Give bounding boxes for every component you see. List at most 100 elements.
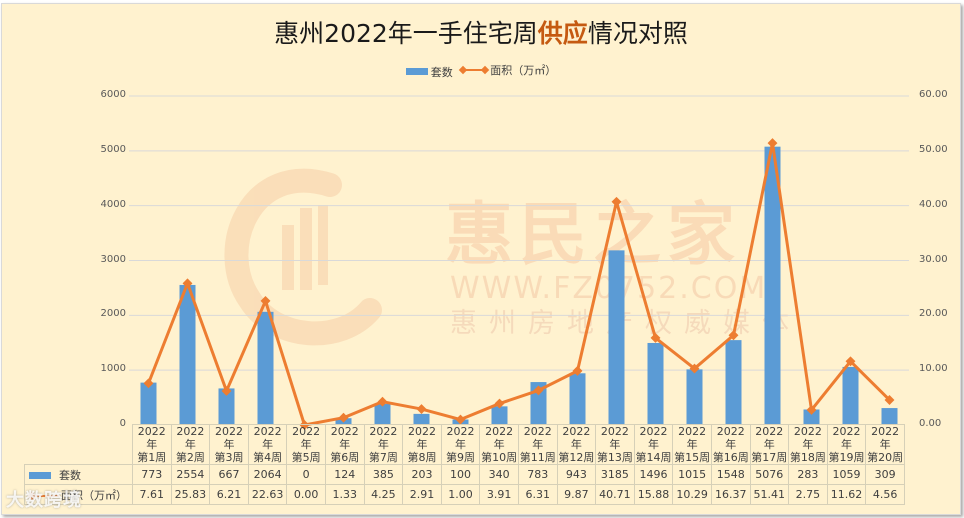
y-right-tick: 60.00: [919, 89, 948, 100]
cell-area: 11.62: [826, 484, 867, 505]
cell-units: 0: [286, 464, 326, 485]
bar-units: [218, 388, 235, 425]
cell-units: 783: [517, 464, 558, 485]
diamond-marker-icon: [533, 385, 544, 396]
bar-units: [803, 409, 820, 425]
cell-units: 309: [865, 464, 905, 485]
y-right-tick: 40.00: [919, 198, 948, 210]
y-right-tick: 20.00: [919, 308, 948, 320]
y-left-tick: 3000: [100, 253, 126, 265]
bar-units: [647, 342, 664, 425]
cell-units: 773: [132, 464, 172, 485]
y-left-tick: 5000: [100, 143, 126, 155]
cell-units: 283: [788, 464, 828, 485]
cell-area: 1.33: [324, 484, 365, 505]
category-label: 2022年 第16周: [710, 424, 751, 465]
bar-units: [374, 403, 391, 425]
bar-units: [881, 408, 898, 425]
bar-units: [179, 284, 196, 425]
diamond-marker-icon: [689, 363, 700, 374]
bar-units: [686, 369, 703, 425]
category-label: 2022年 第8周: [402, 424, 442, 465]
cell-area: 16.37: [710, 484, 751, 505]
chart-legend: 套数 面积（万㎡）: [2, 62, 960, 80]
diamond-marker-icon: [221, 385, 232, 396]
cell-area: 3.91: [479, 484, 519, 505]
cell-units: 124: [324, 464, 365, 485]
category-label: 2022年 第11周: [517, 424, 558, 465]
bar-swatch-icon: [29, 472, 51, 479]
category-label: 2022年 第18周: [788, 424, 828, 465]
category-label: 2022年 第9周: [440, 424, 481, 465]
data-table-row-units: 套数 773 2554 667 2064 0 124 385 203 100 340 783 943 3…: [24, 464, 905, 485]
corner-watermark: 大数跨境: [6, 490, 82, 511]
data-table: 2022年 第1周 2022年 第2周 2022年 第3周 2022年 第4周 2022年 第5周…: [24, 424, 905, 505]
data-table-row-area: 面积（万㎡） 7.61 25.83 6.21 22.63 0.00 1.33 4.25 2.9…: [24, 484, 905, 505]
cell-units: 5076: [749, 464, 790, 485]
cell-units: 203: [402, 464, 442, 485]
diamond-marker-icon: [728, 330, 739, 341]
category-label: 2022年 第10周: [479, 424, 519, 465]
line-area: [147, 141, 891, 427]
cell-area: 10.29: [672, 484, 712, 505]
bar-units: [413, 413, 430, 425]
cell-area: 6.31: [517, 484, 558, 505]
cell-units: 1015: [672, 464, 712, 485]
category-label: 2022年 第14周: [633, 424, 674, 465]
y-right-tick: 0.00: [919, 418, 942, 429]
row-label-area: 面积（万㎡）: [24, 484, 133, 505]
cell-area: 15.88: [633, 484, 674, 505]
diamond-marker-icon: [182, 278, 193, 289]
cell-units: 100: [440, 464, 481, 485]
category-label: 2022年 第20周: [865, 424, 905, 465]
diamond-marker-icon: [260, 295, 271, 306]
bar-units: [764, 146, 781, 425]
y-left-tick: 0: [119, 418, 126, 429]
diamond-marker-icon: [845, 356, 856, 367]
cell-area: 40.71: [595, 484, 635, 505]
y-right-tick: 50.00: [919, 143, 948, 155]
diamond-marker-icon: [338, 412, 349, 423]
cell-area: 0.00: [286, 484, 326, 505]
diamond-marker-icon: [884, 395, 895, 405]
category-label: 2022年 第1周: [132, 424, 172, 465]
diamond-marker-icon: [767, 138, 778, 149]
cell-units: 1548: [710, 464, 751, 485]
legend-item-area: 面积（万㎡）: [459, 62, 556, 78]
row-label-units: 套数: [24, 464, 133, 485]
category-label: 2022年 第3周: [209, 424, 249, 465]
legend-label-units: 套数: [430, 65, 453, 79]
diamond-marker-icon: [806, 404, 817, 415]
cell-area: 51.41: [749, 484, 790, 505]
cell-area: 4.25: [363, 484, 404, 505]
cell-area: 4.56: [865, 484, 905, 505]
bar-units: [257, 311, 274, 425]
cell-area: 9.87: [556, 484, 597, 505]
cell-units: 1496: [633, 464, 674, 485]
category-label: 2022年 第6周: [324, 424, 365, 465]
diamond-marker-icon: [572, 365, 583, 376]
cell-area: 6.21: [209, 484, 249, 505]
line-marker-icon: [459, 65, 490, 75]
y-left-tick: 4000: [100, 198, 126, 210]
diamond-marker-icon: [650, 332, 661, 343]
bar-units: [140, 382, 157, 425]
cell-units: 667: [209, 464, 249, 485]
category-label: 2022年 第15周: [672, 424, 712, 465]
category-label: 2022年 第17周: [749, 424, 790, 465]
y-right-tick: 10.00: [919, 363, 948, 375]
category-label: 2022年 第19周: [826, 424, 867, 465]
category-label: 2022年 第5周: [286, 424, 326, 465]
cell-units: 385: [363, 464, 404, 485]
legend-item-units: 套数: [405, 64, 453, 80]
y-right-tick: 30.00: [919, 253, 948, 265]
cell-area: 1.00: [440, 484, 481, 505]
category-label: 2022年 第4周: [247, 424, 288, 465]
bar-units: [491, 406, 508, 425]
category-label: 2022年 第12周: [556, 424, 597, 465]
cell-area: 2.75: [788, 484, 828, 505]
title-highlight: 供应: [537, 19, 588, 48]
category-label: 2022年 第13周: [595, 424, 635, 465]
cell-units: 1059: [826, 464, 867, 485]
